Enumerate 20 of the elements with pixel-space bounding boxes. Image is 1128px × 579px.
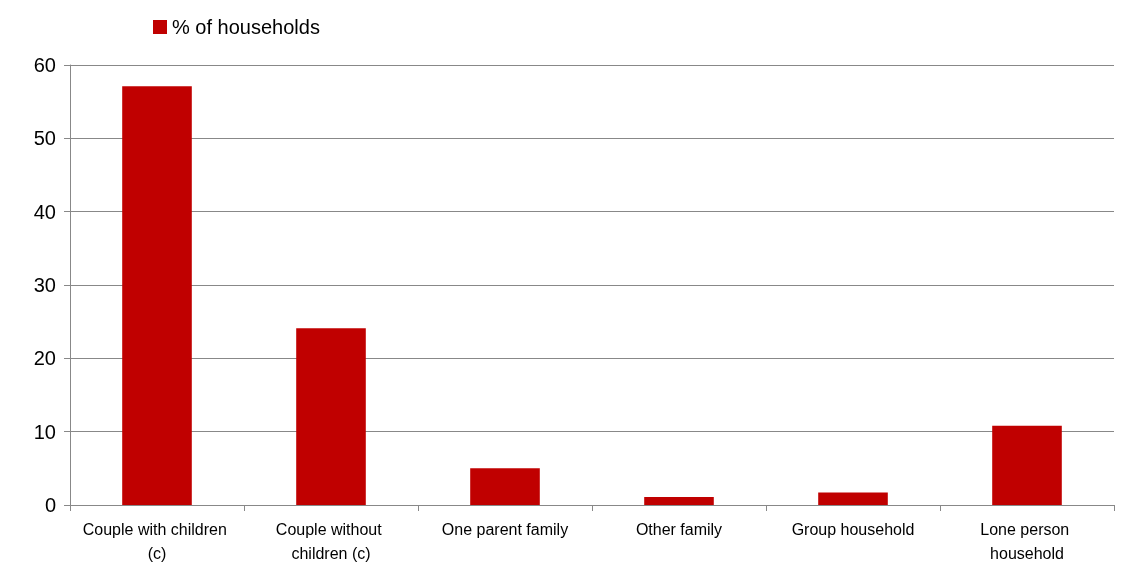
- x-tick-label: Couple without children (c): [275, 520, 387, 562]
- bar: [296, 328, 366, 505]
- x-tick-label: Lone person household: [980, 520, 1074, 562]
- y-tick-label: 0: [44, 494, 56, 516]
- legend-label: % of households: [172, 16, 320, 38]
- bar: [470, 468, 540, 505]
- bar: [122, 86, 192, 505]
- y-tick-label: 10: [33, 420, 56, 443]
- x-tick-label: Other family: [635, 520, 723, 538]
- y-tick-label: 30: [33, 274, 56, 296]
- bar: [644, 496, 714, 505]
- x-tick-label: Couple with children (c): [82, 520, 232, 562]
- y-tick-label: 60: [33, 54, 56, 76]
- bar: [818, 492, 888, 505]
- y-tick-label: 40: [33, 200, 56, 223]
- x-tick-label: Group household: [791, 520, 915, 538]
- y-tick-label: 20: [33, 347, 56, 370]
- bar: [992, 425, 1062, 505]
- x-tick-label: One parent family: [441, 520, 569, 538]
- y-tick-label: 50: [33, 127, 56, 150]
